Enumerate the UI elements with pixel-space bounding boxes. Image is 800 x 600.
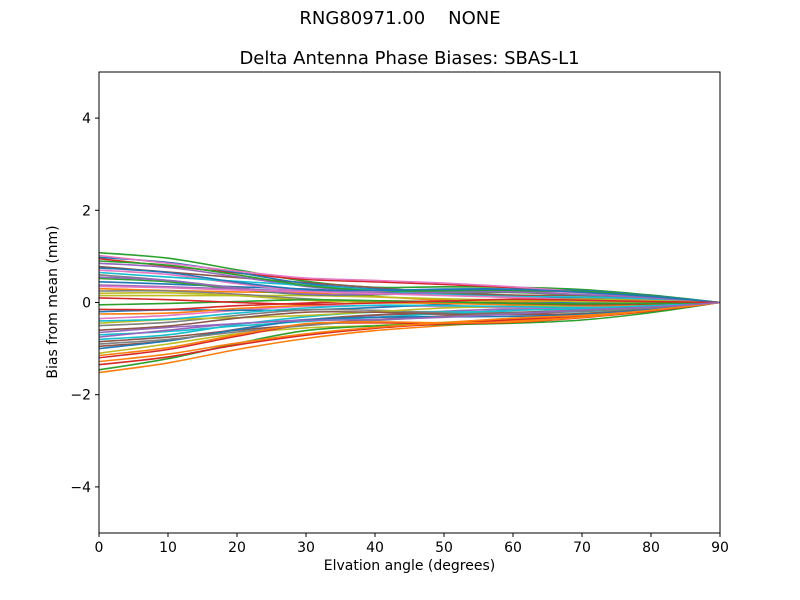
y-tick-label: 4 bbox=[82, 111, 91, 127]
x-tick-label: 60 bbox=[504, 540, 522, 556]
y-tick-label: −2 bbox=[70, 388, 91, 404]
x-axis-label: Elvation angle (degrees) bbox=[323, 558, 496, 574]
figure-suptitle: RNG80971.00 NONE bbox=[299, 8, 501, 29]
y-tick-label: 0 bbox=[82, 296, 91, 312]
series-line bbox=[99, 267, 720, 304]
chart-title: Delta Antenna Phase Biases: SBAS-L1 bbox=[239, 48, 580, 69]
axes-spines bbox=[98, 71, 721, 534]
x-tick-label: 20 bbox=[228, 540, 246, 556]
y-tick-label: 2 bbox=[82, 203, 91, 219]
x-tick-label: 30 bbox=[297, 540, 315, 556]
x-tick-label: 40 bbox=[366, 540, 384, 556]
x-tick-label: 70 bbox=[573, 540, 591, 556]
series-line bbox=[99, 301, 720, 338]
series-line bbox=[99, 297, 720, 306]
y-tick-label: −4 bbox=[70, 480, 91, 496]
series-line bbox=[99, 276, 720, 304]
x-tick-label: 10 bbox=[159, 540, 177, 556]
x-tick-label: 0 bbox=[95, 540, 104, 556]
x-tick-label: 80 bbox=[642, 540, 660, 556]
series-line bbox=[99, 301, 720, 357]
series-line bbox=[99, 260, 720, 304]
series-line bbox=[99, 294, 720, 304]
x-tick-label: 90 bbox=[711, 540, 729, 556]
x-tick-label: 50 bbox=[435, 540, 453, 556]
series-line bbox=[99, 301, 720, 322]
y-axis-label: Bias from mean (mm) bbox=[45, 225, 61, 379]
